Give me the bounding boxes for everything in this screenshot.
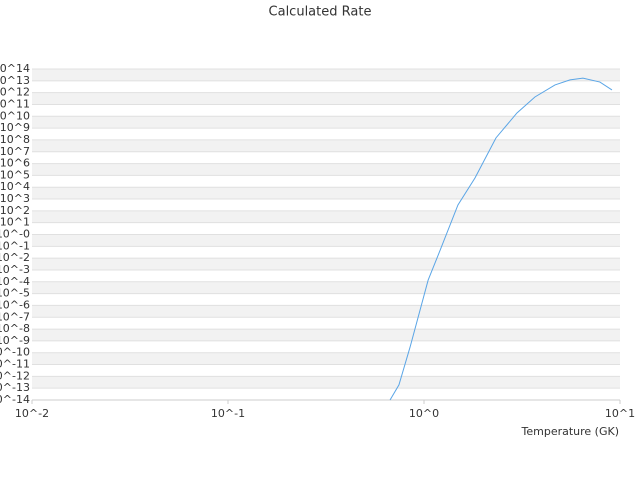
y-tick-label: 10^8 <box>0 133 30 146</box>
y-tick-label: 10^-8 <box>0 322 30 335</box>
y-tick-label: 10^-3 <box>0 263 30 276</box>
y-tick-label: 10^-7 <box>0 310 30 323</box>
y-tick-label: 10^7 <box>0 145 30 158</box>
y-tick-label: 10^-1 <box>0 239 30 252</box>
grid-band <box>32 163 620 176</box>
grid-band <box>32 210 620 223</box>
grid-band <box>32 281 620 294</box>
grid-band <box>32 116 620 129</box>
y-tick-label: 10^5 <box>0 168 30 181</box>
grid-band <box>32 305 620 318</box>
y-tick-label: 10^-14 <box>0 393 30 406</box>
grid-band <box>32 329 620 341</box>
chart-title: Calculated Rate <box>269 5 372 20</box>
y-tick-label: 10^-10 <box>0 346 30 359</box>
grid-band <box>32 352 620 365</box>
y-tick-label: 10^-4 <box>0 275 30 288</box>
y-tick-label: 10^4 <box>0 180 30 193</box>
y-tick-label: 10^-0 <box>0 228 30 241</box>
y-tick-label: 10^-11 <box>0 358 30 371</box>
x-tick-label: 10^1 <box>605 407 635 420</box>
y-tick-label: 10^14 <box>0 62 30 75</box>
y-tick-label: 10^11 <box>0 97 30 110</box>
y-tick-label: 10^3 <box>0 192 30 205</box>
y-tick-label: 10^6 <box>0 157 30 170</box>
y-tick-label: 10^1 <box>0 216 30 229</box>
y-tick-label: 10^-12 <box>0 369 30 382</box>
y-tick-label: 10^-13 <box>0 381 30 394</box>
x-tick-label: 10^-2 <box>15 407 49 420</box>
grid-band <box>32 376 620 389</box>
y-tick-label: 10^-6 <box>0 298 30 311</box>
y-tick-label: 10^13 <box>0 74 30 87</box>
rate-line <box>389 77 613 401</box>
y-tick-label: 10^10 <box>0 109 30 122</box>
grid-band <box>32 187 620 200</box>
y-tick-label: 10^12 <box>0 86 30 99</box>
grid-band <box>32 234 620 247</box>
y-tick-label: 10^2 <box>0 204 30 217</box>
grid-band <box>32 139 620 152</box>
x-tick-label: 10^-1 <box>211 407 245 420</box>
grid-band <box>32 92 620 105</box>
y-tick-label: 10^-2 <box>0 251 30 264</box>
x-axis-label: Temperature (GK) <box>521 425 620 438</box>
y-tick-label: 10^9 <box>0 121 30 134</box>
y-tick-label: 10^-5 <box>0 287 30 300</box>
x-tick-label: 10^0 <box>409 407 439 420</box>
y-tick-label: 10^-9 <box>0 334 30 347</box>
grid-band <box>32 69 620 81</box>
grid-band <box>32 258 620 270</box>
